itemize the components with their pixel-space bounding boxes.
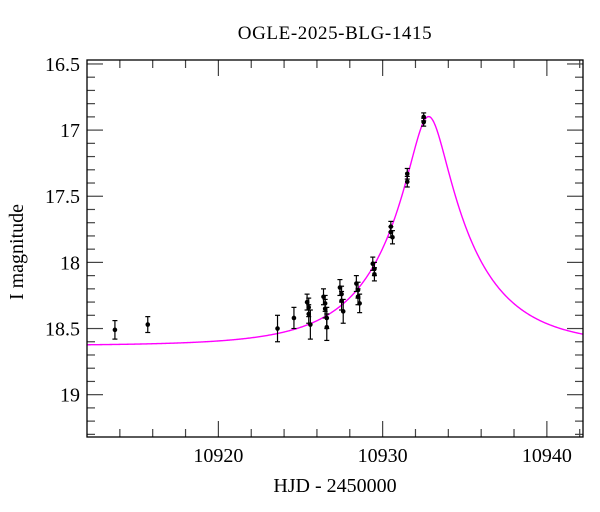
data-point <box>357 293 363 314</box>
data-point-marker <box>324 324 330 330</box>
data-point <box>112 319 118 340</box>
data-point-marker <box>340 309 346 314</box>
y-tick-label: 17 <box>60 120 80 142</box>
data-point-marker <box>404 171 410 177</box>
plot-title: OGLE-2025-BLG-1415 <box>238 23 432 44</box>
data-point <box>340 298 346 324</box>
model-curve <box>86 115 584 346</box>
data-point-marker <box>390 234 395 240</box>
y-axis-label: I magnitude <box>6 204 28 300</box>
data-point <box>145 316 151 334</box>
data-point-marker <box>421 119 426 125</box>
data-point-marker <box>404 179 410 184</box>
axis-ticks <box>87 60 583 437</box>
data-point-marker <box>291 315 297 321</box>
data-point <box>275 314 281 343</box>
data-point-marker <box>275 326 280 331</box>
y-tick-label: 18.5 <box>45 319 80 341</box>
x-tick-label: 10930 <box>358 445 408 467</box>
data-point-marker <box>112 327 118 333</box>
x-tick-label: 10940 <box>522 445 572 467</box>
data-point <box>404 175 410 188</box>
plot-frame <box>86 59 584 438</box>
y-tick-label: 16.5 <box>45 54 80 76</box>
data-point-marker <box>357 301 362 306</box>
x-axis-label: HJD - 2450000 <box>273 475 396 497</box>
data-point-marker <box>145 322 151 327</box>
data-point <box>307 309 313 340</box>
data-point <box>421 117 427 127</box>
axis-tick-labels: 10920 10930 10940 16.5 17 17.5 18 18.5 19 <box>45 54 572 467</box>
data-points <box>112 112 427 343</box>
y-tick-label: 19 <box>60 385 80 407</box>
data-point-marker <box>308 322 313 327</box>
y-tick-label: 17.5 <box>45 186 80 208</box>
data-point <box>291 306 297 330</box>
data-point <box>371 267 377 282</box>
data-point <box>389 230 395 245</box>
data-point-marker <box>372 271 377 277</box>
y-tick-label: 18 <box>60 252 80 274</box>
data-point <box>324 313 330 342</box>
x-tick-label: 10920 <box>193 445 243 467</box>
